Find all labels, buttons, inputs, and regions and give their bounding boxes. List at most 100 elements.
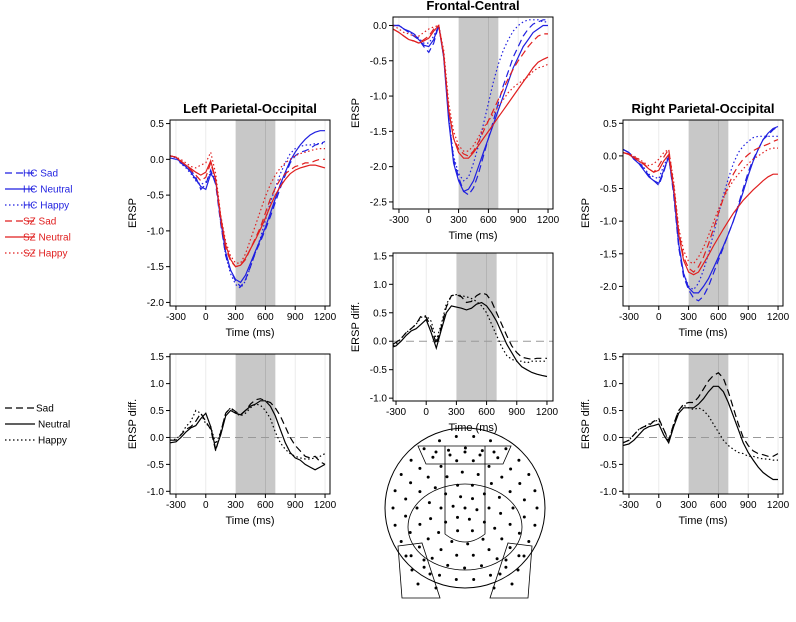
electrode-dot xyxy=(504,558,508,562)
electrode-dot xyxy=(471,497,474,501)
right-diff-panel: -300 0 300 600 900 1200 -1.0 -0.5 0.0 0.5 1.0 1.5 Ti… xyxy=(580,352,790,527)
series-line-neutral xyxy=(392,301,548,378)
x-tick-label: 600 xyxy=(710,500,727,511)
y-axis-label: ERSP diff. xyxy=(580,399,592,449)
right-ersp-panel: -300 0 300 600 900 1200 -2.0 -1.5 -1.0 -0.5 0.0 0.5… xyxy=(580,101,790,339)
electrode-dot xyxy=(433,486,437,490)
electrode-dot xyxy=(422,565,426,569)
electrode-dot xyxy=(492,586,496,590)
electrode-dot xyxy=(527,473,531,476)
y-tick-label: 0.0 xyxy=(373,21,387,32)
x-tick-label: 1200 xyxy=(314,312,337,323)
conditions-legend: HC Sad HC Neutral HC Happy SZ Sad SZ Neutral… xyxy=(5,169,72,260)
electrode-dot xyxy=(415,506,419,510)
electrode-dot xyxy=(480,449,484,453)
x-tick-label: 600 xyxy=(257,312,274,323)
electrode-dot xyxy=(482,520,486,524)
electrode-dot xyxy=(428,572,432,576)
electrode-dot xyxy=(455,553,459,557)
y-tick-label: 0.5 xyxy=(150,119,164,130)
electrode-dot xyxy=(517,458,521,462)
electrode-dot xyxy=(450,540,454,543)
electrode-dot xyxy=(510,582,514,586)
electrode-dot xyxy=(511,506,515,510)
electrode-dot xyxy=(463,446,467,450)
electrode-dot xyxy=(493,526,497,530)
plot-frame xyxy=(392,252,554,402)
x-tick-label: 1200 xyxy=(314,500,337,511)
electrode-dot xyxy=(471,459,475,463)
electrode-dot xyxy=(533,489,537,493)
electrode-dot xyxy=(475,508,479,512)
x-tick-label: 0 xyxy=(656,500,662,511)
series-line-hc-sad xyxy=(622,126,779,302)
series-line-sz-happy xyxy=(392,24,549,152)
electrode-dot xyxy=(500,475,504,479)
head-outline xyxy=(384,427,546,589)
x-axis-label: Time (ms) xyxy=(678,327,727,339)
plot-frame xyxy=(622,353,784,495)
x-tick-label: 600 xyxy=(478,407,495,418)
chart-title: Right Parietal-Occipital xyxy=(631,101,774,116)
x-tick-label: -300 xyxy=(166,500,186,511)
x-tick-label: 300 xyxy=(450,215,467,226)
series-line-hc-neutral xyxy=(169,130,325,284)
y-axis-label: ERSP diff. xyxy=(127,399,139,449)
series-line-neutral xyxy=(169,400,326,471)
x-axis-label: Time (ms) xyxy=(448,230,497,242)
plot-frame xyxy=(392,16,554,210)
electrode-dot xyxy=(487,548,491,552)
x-tick-label: 600 xyxy=(257,500,274,511)
y-tick-label: -0.5 xyxy=(147,191,165,202)
analysis-window-shade xyxy=(235,120,276,306)
electrode-dot xyxy=(456,515,459,519)
x-tick-label: 900 xyxy=(740,500,757,511)
y-tick-label: -1.0 xyxy=(600,217,618,228)
series-line-happy xyxy=(392,293,547,364)
y-tick-label: 1.5 xyxy=(373,251,387,262)
electrode-dot xyxy=(459,495,463,499)
x-tick-label: -300 xyxy=(619,312,639,323)
electrode-dot xyxy=(527,540,531,543)
electrode-dot xyxy=(497,495,501,499)
plot-frame xyxy=(169,119,331,307)
x-tick-label: 600 xyxy=(480,215,497,226)
y-axis-label: ERSP diff. xyxy=(350,302,362,352)
series-line-sz-neutral xyxy=(392,24,549,159)
electrode-dot xyxy=(518,482,522,485)
electrode-dot xyxy=(482,492,486,496)
y-tick-label: 1.5 xyxy=(150,352,164,363)
electrode-dot xyxy=(417,545,421,549)
left-ersp-panel: -300 0 300 600 900 1200 -2.0 -1.5 -1.0 -0.5 0.0 0.5… xyxy=(127,101,337,339)
electrode-dot xyxy=(408,531,412,534)
x-tick-label: -300 xyxy=(166,312,186,323)
electrode-dot xyxy=(517,554,521,558)
analysis-window-shade xyxy=(456,253,497,401)
legend-label: Happy xyxy=(38,436,67,447)
electrode-dot xyxy=(489,439,492,443)
y-tick-label: -0.5 xyxy=(600,184,618,195)
electrode-dot xyxy=(495,557,499,561)
y-tick-label: -1.0 xyxy=(370,394,388,405)
left-diff-panel: -300 0 300 600 900 1200 -1.0 -0.5 0.0 0.5 1.0 1.5 Ti… xyxy=(127,352,337,527)
y-tick-label: 0.0 xyxy=(603,433,617,444)
x-tick-label: 0 xyxy=(656,312,662,323)
x-tick-label: 900 xyxy=(510,215,527,226)
electrode-dot xyxy=(426,475,430,479)
electrode-dot xyxy=(508,546,512,550)
x-tick-label: 900 xyxy=(287,312,304,323)
electrode-dot xyxy=(418,490,422,494)
electrode-dot xyxy=(476,473,480,476)
x-tick-label: 900 xyxy=(508,407,525,418)
electrode-dot xyxy=(533,523,537,527)
electrode-dot xyxy=(522,554,526,558)
x-tick-label: 1200 xyxy=(767,312,790,323)
electrode-dot xyxy=(471,553,475,557)
electrode-dot xyxy=(470,483,474,487)
plot-frame xyxy=(169,353,331,495)
series-line-sz-neutral xyxy=(622,152,778,276)
electrode-dot xyxy=(463,450,467,454)
electrode-dot xyxy=(444,492,448,496)
electrode-dot xyxy=(416,582,420,586)
y-tick-label: -1.0 xyxy=(147,226,165,237)
